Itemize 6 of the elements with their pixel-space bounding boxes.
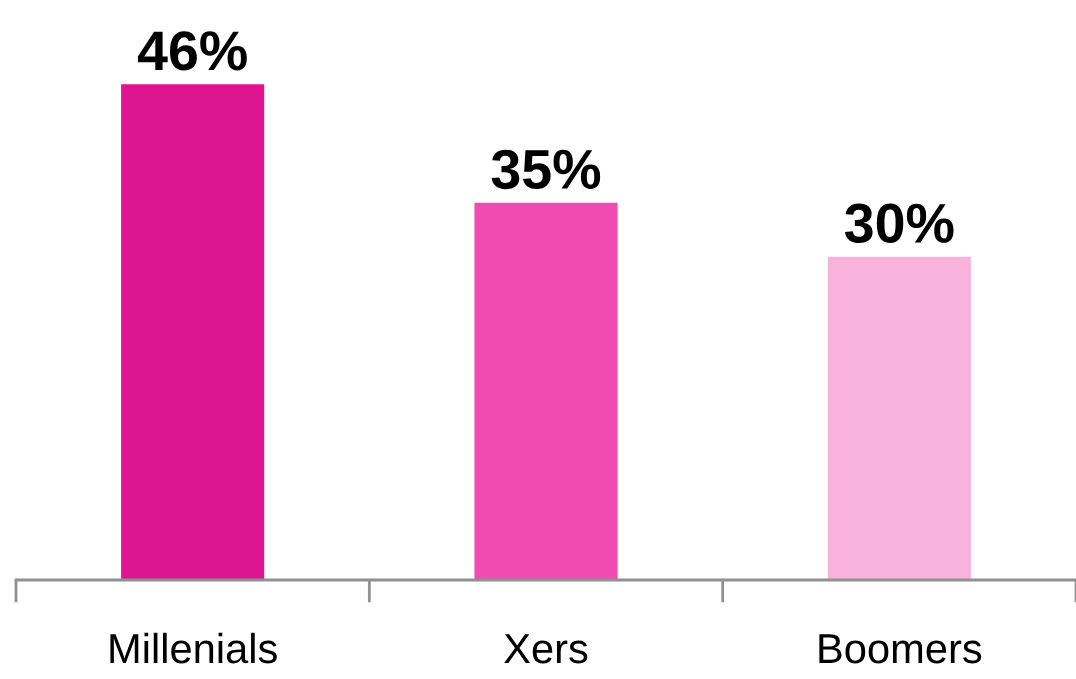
x-tick-label: Boomers: [819, 634, 982, 664]
data-label: 46%: [137, 31, 247, 71]
x-tick-label: Millenials: [110, 632, 277, 664]
data-label: 35%: [491, 149, 601, 190]
data-label: 30%: [845, 203, 954, 244]
x-tick-label: Xers: [504, 634, 588, 664]
